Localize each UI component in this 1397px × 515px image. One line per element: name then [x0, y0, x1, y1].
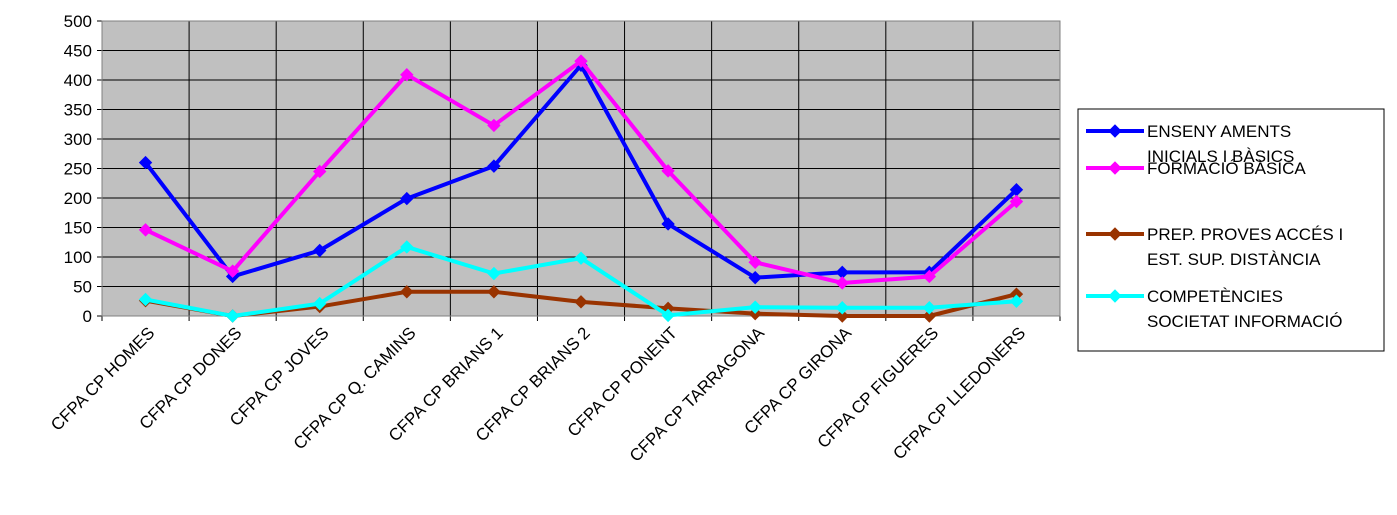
legend-box: [1077, 108, 1385, 352]
y-tick-label: 350: [64, 101, 92, 120]
legend-label: INICIALS I BÀSICS: [1147, 147, 1294, 166]
legend-entry: FORMACIÓ BÀSICA: [1086, 159, 1306, 178]
y-tick-label: 300: [64, 130, 92, 149]
data-point: [748, 255, 762, 270]
y-tick-label: 250: [64, 160, 92, 179]
data-point: [138, 223, 153, 237]
plot-frame: [101, 20, 1061, 317]
data-point: [487, 285, 501, 299]
y-tick-label: 100: [64, 248, 92, 267]
legend-label: EST. SUP. DISTÀNCIA: [1147, 250, 1321, 269]
data-point: [748, 300, 762, 314]
legend-entry: COMPETÈNCIES SOCIETAT INFORMACIÓ: [1086, 287, 1343, 331]
legend-entry: PREP. PROVES ACCÉS I EST. SUP. DISTÀNCIA: [1086, 225, 1343, 269]
data-point: [400, 285, 414, 299]
legend-marker: [1108, 227, 1122, 241]
y-tick-label: 450: [64, 42, 92, 61]
data-point: [487, 159, 501, 173]
data-point: [922, 269, 937, 284]
data-point: [138, 155, 153, 170]
data-point: [313, 243, 327, 258]
series-4: [138, 240, 1024, 323]
data-point: [835, 276, 849, 290]
data-point: [1009, 194, 1024, 209]
legend-label: SOCIETAT INFORMACIÓ: [1147, 312, 1343, 331]
data-point: [487, 118, 501, 133]
legend-marker: [1108, 289, 1122, 303]
y-tick-label: 50: [73, 278, 92, 297]
legend-label: FORMACIÓ BÀSICA: [1147, 159, 1306, 178]
data-point: [574, 295, 588, 309]
data-point: [1009, 294, 1024, 308]
y-tick-label: 400: [64, 71, 92, 90]
data-point: [225, 264, 240, 278]
legend-label: PREP. PROVES ACCÉS I: [1147, 225, 1343, 244]
data-point: [574, 54, 588, 68]
data-point: [400, 67, 414, 82]
data-point: [313, 164, 327, 179]
data-point: [835, 309, 849, 323]
y-tick-label: 0: [83, 307, 92, 326]
y-tick-label: 200: [64, 189, 92, 208]
data-point: [487, 266, 501, 281]
data-point: [835, 301, 849, 315]
data-point: [748, 270, 762, 285]
data-point: [574, 251, 588, 265]
legend-entry: ENSENY AMENTS INICIALS I BÀSICS: [1086, 122, 1294, 166]
data-point: [661, 164, 675, 178]
data-point: [313, 296, 327, 311]
legend-marker: [1108, 124, 1122, 138]
legend-label: ENSENY AMENTS: [1147, 122, 1291, 141]
series-2: [138, 54, 1024, 290]
legend-label: COMPETÈNCIES: [1147, 287, 1283, 306]
y-tick-label: 150: [64, 219, 92, 238]
data-point: [661, 217, 675, 231]
data-point: [661, 308, 675, 323]
data-point: [400, 240, 414, 254]
data-point: [922, 301, 937, 315]
data-point: [400, 191, 414, 206]
legend-marker: [1108, 161, 1122, 175]
data-point: [138, 292, 153, 307]
y-tick-label: 500: [64, 12, 92, 31]
data-point: [225, 309, 240, 323]
data-point: [922, 309, 937, 323]
